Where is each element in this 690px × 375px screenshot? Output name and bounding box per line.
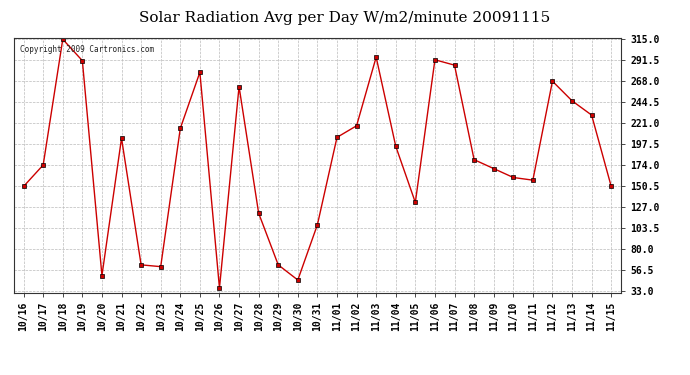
Text: Copyright 2009 Cartronics.com: Copyright 2009 Cartronics.com (20, 45, 154, 54)
Text: Solar Radiation Avg per Day W/m2/minute 20091115: Solar Radiation Avg per Day W/m2/minute … (139, 11, 551, 25)
